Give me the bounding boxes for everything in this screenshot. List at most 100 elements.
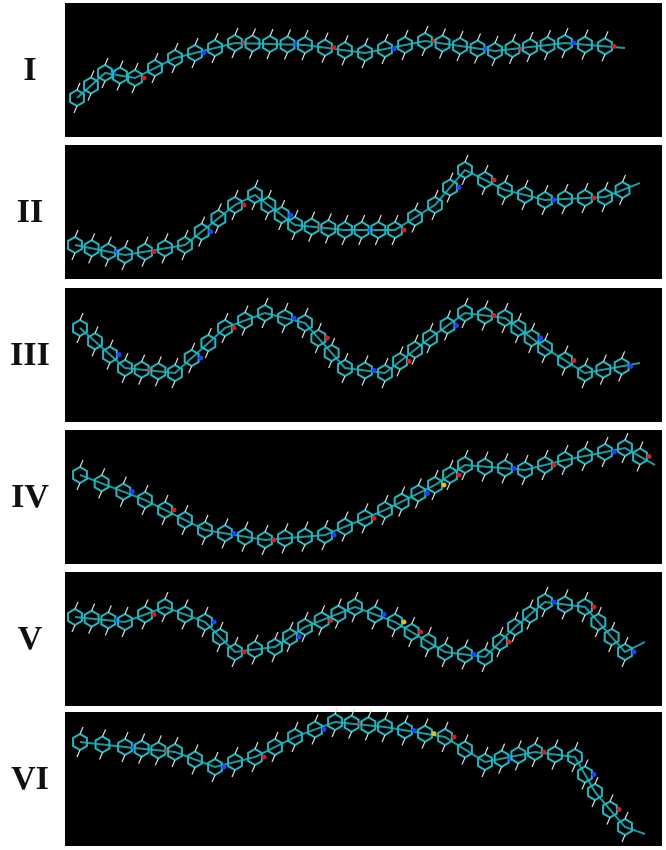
hydrogen: [341, 58, 346, 66]
hydrogen: [251, 764, 256, 773]
hydrogen: [121, 262, 126, 271]
hydrogen: [324, 32, 329, 40]
hydrogen: [574, 741, 579, 750]
hydrogen: [138, 377, 143, 385]
atom: [296, 634, 302, 640]
hydrogen: [351, 708, 356, 716]
hydrogen: [594, 629, 599, 638]
hydrogen: [291, 232, 296, 241]
atom: [591, 772, 597, 777]
hydrogen: [141, 354, 146, 362]
hydrogen: [501, 743, 506, 751]
hydrogen: [561, 50, 566, 59]
atom: [591, 195, 597, 201]
hydrogen: [161, 517, 166, 526]
hydrogen: [591, 799, 596, 808]
ring: [597, 37, 613, 56]
hydrogen: [544, 449, 549, 458]
hydrogen: [561, 368, 566, 376]
hydrogen: [449, 172, 454, 180]
hydrogen: [431, 492, 436, 501]
hydrogen: [204, 514, 209, 523]
hydrogen: [119, 60, 124, 68]
hydrogen: [234, 636, 239, 645]
hydrogen: [481, 769, 486, 778]
hydrogen: [284, 523, 289, 531]
atom: [451, 734, 457, 740]
hydrogen: [301, 330, 306, 339]
hydrogen: [304, 29, 309, 38]
hydrogen: [534, 736, 539, 745]
atom: [129, 489, 135, 495]
hydrogen: [464, 639, 469, 647]
hydrogen: [251, 28, 257, 36]
hydrogen: [171, 380, 176, 389]
hydrogen: [76, 482, 81, 491]
hydrogen: [394, 606, 399, 615]
hydrogen: [294, 721, 299, 730]
ring: [497, 459, 513, 478]
hydrogen: [391, 629, 396, 638]
hydrogen: [414, 334, 419, 342]
hydrogen: [214, 226, 219, 234]
hydrogen: [124, 239, 129, 248]
hydrogen: [434, 469, 439, 478]
hydrogen: [564, 183, 569, 192]
hydrogen: [94, 326, 99, 334]
hydrogen: [124, 731, 129, 740]
hydrogen: [446, 482, 451, 491]
hydrogen: [141, 259, 146, 267]
atom: [406, 358, 412, 364]
hydrogen: [529, 31, 534, 40]
atom: [591, 604, 597, 610]
atom: [611, 449, 617, 455]
atom: [151, 249, 157, 255]
ring: [523, 328, 540, 348]
hydrogen: [481, 323, 486, 331]
hydrogen: [498, 766, 503, 774]
hydrogen: [141, 507, 146, 516]
hydrogen: [541, 609, 546, 618]
hydrogen: [464, 734, 469, 742]
hydrogen: [314, 345, 319, 354]
hydrogen: [364, 503, 369, 511]
hydrogen: [144, 236, 149, 244]
ring: [210, 209, 227, 228]
atom: [616, 807, 622, 812]
hydrogen: [91, 603, 96, 611]
hydrogen: [321, 542, 326, 551]
hydrogen: [98, 752, 104, 760]
hydrogen: [364, 37, 369, 46]
hydrogen: [198, 239, 203, 247]
hydrogen: [441, 659, 446, 668]
hydrogen: [526, 54, 531, 63]
hydrogen: [636, 464, 641, 472]
hydrogen: [331, 337, 336, 346]
hydrogen: [344, 214, 349, 223]
hydrogen: [328, 360, 333, 369]
hydrogen: [531, 322, 536, 331]
hydrogen: [584, 440, 589, 449]
hydrogen: [394, 214, 399, 223]
hydrogen: [514, 763, 519, 771]
hydrogen: [231, 659, 236, 668]
hydrogen: [526, 622, 531, 630]
hydrogen: [426, 345, 431, 354]
hydrogen: [104, 259, 109, 267]
hydrogen: [121, 754, 126, 763]
hydrogen: [244, 305, 249, 313]
hydrogen: [231, 50, 236, 59]
hydrogen: [481, 664, 486, 673]
hydrogen: [278, 222, 283, 231]
hydrogen: [289, 621, 294, 630]
molecule: [72, 432, 656, 556]
atom: [538, 335, 544, 341]
hydrogen: [224, 518, 229, 526]
panel: [65, 430, 662, 564]
hydrogen: [161, 614, 166, 623]
atom: [491, 313, 497, 318]
hydrogen: [271, 754, 276, 763]
hydrogen: [611, 621, 616, 630]
hydrogen: [543, 52, 549, 61]
hydrogen: [301, 544, 306, 552]
